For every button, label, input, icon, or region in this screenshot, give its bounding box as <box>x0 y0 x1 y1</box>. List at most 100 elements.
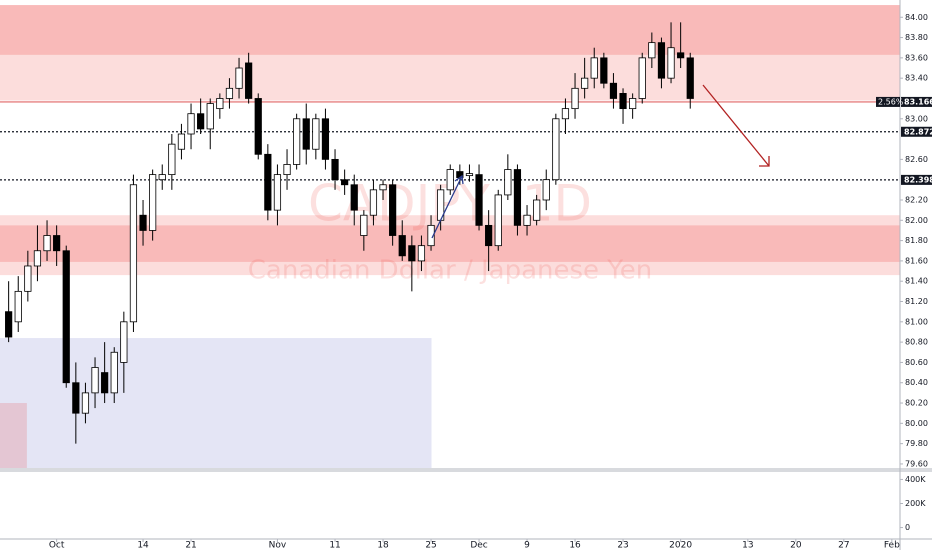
y-tick-label: 82.60 <box>905 155 928 164</box>
y-tick-label: 82.20 <box>905 195 928 204</box>
candle-body <box>638 57 646 99</box>
y-tick-label: 83.80 <box>905 33 928 42</box>
x-tick-label: 13 <box>742 541 753 550</box>
candle-body <box>168 143 176 176</box>
candle-body <box>206 103 214 130</box>
candle-body <box>513 169 522 226</box>
candle-body <box>609 82 618 99</box>
candle-body <box>629 98 637 110</box>
y-tick-label: 80.80 <box>905 338 928 347</box>
candle-body <box>225 87 234 99</box>
candle-body <box>302 118 310 150</box>
candle-body <box>5 311 13 338</box>
y-tick-label: 84.00 <box>905 13 928 22</box>
candle-body <box>101 372 109 394</box>
level-label-box <box>901 96 932 107</box>
x-tick-label: 20 <box>790 541 802 550</box>
candle-body <box>590 57 598 79</box>
candle-body <box>43 235 51 252</box>
x-tick-label: 23 <box>617 541 628 550</box>
x-tick-label: 21 <box>185 541 196 550</box>
zone <box>0 5 900 55</box>
x-tick-label: 27 <box>838 541 849 550</box>
candle-body <box>475 174 483 226</box>
candle-body <box>408 245 416 262</box>
zone <box>0 403 27 468</box>
candle-body <box>542 179 550 201</box>
candle-body <box>14 290 22 323</box>
level-label: 83.166 <box>904 97 932 106</box>
candle-body <box>81 392 90 414</box>
y-tick-label: 80.00 <box>905 419 928 428</box>
candle-body <box>149 174 157 231</box>
x-tick-label: 9 <box>524 541 530 550</box>
y-tick-label: 82.00 <box>905 216 928 225</box>
volume-tick-label: 200K <box>905 499 926 508</box>
candle-body <box>686 57 694 99</box>
red-arrow <box>702 84 770 167</box>
candle-body <box>293 118 301 165</box>
x-tick-label: 14 <box>137 541 149 550</box>
change-label: 2.56% <box>878 97 904 106</box>
candle-body <box>110 351 118 394</box>
candle-body <box>571 87 579 110</box>
candle-body <box>369 189 378 216</box>
level-label-box <box>901 174 932 185</box>
y-tick-label: 83.40 <box>905 74 928 83</box>
x-tick-label: 18 <box>377 541 389 550</box>
candle-body <box>389 184 397 236</box>
y-tick-label: 81.60 <box>905 256 928 265</box>
candle-body <box>648 42 656 59</box>
candle-body <box>158 174 166 181</box>
candle-body <box>120 321 128 363</box>
x-tick-label: Nov <box>269 541 287 550</box>
candle-body <box>485 224 493 247</box>
candle-body <box>139 214 147 231</box>
candle-body <box>552 118 560 181</box>
zone <box>0 338 432 468</box>
candle-body <box>216 98 224 110</box>
candle-body <box>53 235 61 252</box>
candle-body <box>321 118 330 160</box>
candle-body <box>600 57 608 84</box>
candle-body <box>417 245 426 262</box>
candle-body <box>273 174 282 211</box>
volume-tick-label: 400K <box>905 475 926 484</box>
candle-body <box>331 158 339 181</box>
x-tick-label: Dec <box>470 541 487 550</box>
y-tick-label: 79.60 <box>905 459 928 468</box>
y-tick-label: 83.00 <box>905 114 928 123</box>
x-tick-label: Feb <box>884 541 900 550</box>
candle-body <box>379 184 387 191</box>
y-tick-label: 81.20 <box>905 297 928 306</box>
watermark-name: Canadian Dollar / Japanese Yen <box>248 256 652 286</box>
candle-body <box>465 173 474 177</box>
level-label: 82.398 <box>904 175 932 184</box>
y-tick-label: 81.40 <box>905 277 928 286</box>
candle-body <box>197 113 205 130</box>
change-label-box <box>876 96 900 107</box>
zone <box>0 225 900 262</box>
candle-body <box>33 250 42 267</box>
y-tick-label: 80.60 <box>905 358 928 367</box>
y-tick-label: 83.60 <box>905 53 928 62</box>
candle-body <box>667 47 675 79</box>
candle-body <box>72 382 80 414</box>
candle-body <box>504 169 512 196</box>
candle-body <box>533 199 541 221</box>
candle-body <box>283 164 291 176</box>
x-tick-label: 25 <box>425 541 436 550</box>
candle-body <box>581 77 589 89</box>
level-label-box <box>901 126 932 137</box>
candle-body <box>91 367 99 394</box>
candle-body <box>657 42 666 79</box>
candle-body <box>350 184 358 211</box>
candle-body <box>494 194 502 247</box>
level-label: 82.872 <box>904 127 932 136</box>
candle-body <box>427 224 435 247</box>
candle-body <box>398 235 406 257</box>
y-tick-label: 80.40 <box>905 378 928 387</box>
y-tick-label: 80.20 <box>905 399 928 408</box>
